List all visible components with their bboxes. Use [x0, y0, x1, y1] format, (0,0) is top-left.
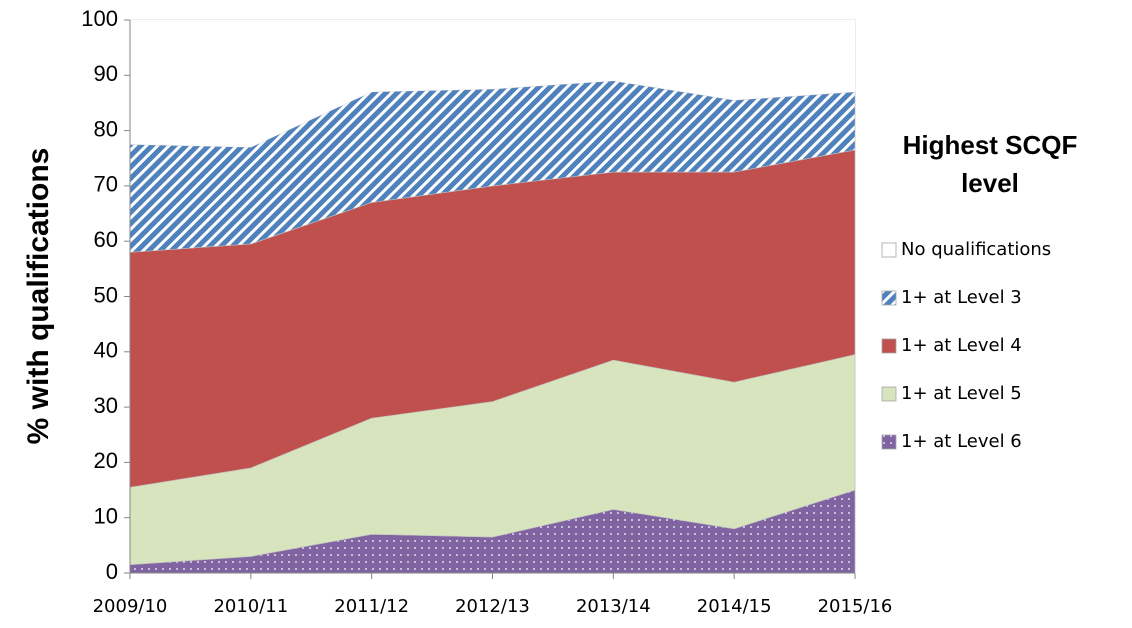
legend-label: 1+ at Level 5 [901, 383, 1022, 404]
y-tick-label: 10 [94, 504, 118, 529]
legend-label: No qualifications [901, 239, 1051, 260]
y-tick-label: 0 [106, 559, 118, 584]
legend-label: 1+ at Level 4 [901, 335, 1022, 356]
y-tick-label: 90 [94, 61, 118, 86]
y-tick-label: 30 [94, 393, 118, 418]
y-tick-label: 70 [94, 172, 118, 197]
area [129, 80, 856, 253]
legend-title: Highest SCQF level [902, 130, 1078, 198]
area [130, 20, 855, 148]
legend-swatch [881, 338, 897, 354]
y-tick-label: 80 [94, 116, 118, 141]
legend-swatch [881, 290, 897, 306]
y-axis-title: % with qualifications [22, 148, 55, 445]
y-tick-label: 50 [94, 282, 118, 307]
legend-swatch [881, 434, 897, 450]
y-tick-label: 40 [94, 338, 118, 363]
x-tick-label: 2010/11 [213, 596, 288, 617]
y-tick-label: 60 [94, 227, 118, 252]
legend-label: 1+ at Level 3 [901, 287, 1022, 308]
x-tick-label: 2013/14 [576, 596, 651, 617]
x-tick-label: 2011/12 [334, 596, 409, 617]
x-tick-label: 2015/16 [818, 596, 893, 617]
x-tick-label: 2014/15 [697, 596, 772, 617]
x-tick-label: 2009/10 [93, 596, 168, 617]
y-tick-label: 20 [94, 448, 118, 473]
y-tick-label: 100 [81, 6, 118, 31]
legend-swatch [881, 242, 897, 258]
x-tick-label: 2012/13 [455, 596, 530, 617]
legend-label: 1+ at Level 6 [901, 431, 1022, 452]
legend-swatch [881, 386, 897, 402]
